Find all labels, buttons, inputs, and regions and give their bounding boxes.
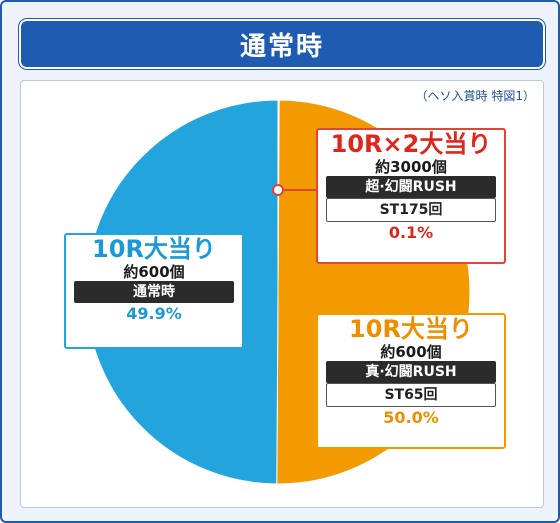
orange-title: 10R大当り (349, 315, 473, 343)
box-orange-slice: 10R大当り 約600個 真·幻闘RUSH ST65回 50.0% (316, 313, 506, 449)
orange-mode: 真·幻闘RUSH (326, 361, 496, 383)
orange-sub: 約600個 (380, 343, 442, 361)
red-title: 10R×2大当り (330, 130, 492, 158)
box-red-slice: 10R×2大当り 約3000個 超·幻闘RUSH ST175回 0.1% (316, 128, 506, 264)
red-st: ST175回 (326, 198, 496, 222)
red-sub: 約3000個 (375, 158, 447, 176)
red-mode: 超·幻闘RUSH (326, 176, 496, 198)
note-text: （ヘソ入賞時 特図1） (415, 89, 535, 103)
orange-st: ST65回 (326, 383, 496, 407)
red-slice-marker (272, 184, 284, 196)
red-pct: 0.1% (388, 223, 434, 242)
blue-sub: 約600個 (123, 263, 185, 281)
box-blue-slice: 10R大当り 約600個 通常時 49.9% (64, 233, 244, 349)
blue-pct: 49.9% (126, 304, 182, 323)
blue-mode: 通常時 (74, 281, 234, 303)
page-title: 通常時 (19, 19, 545, 69)
blue-title: 10R大当り (92, 235, 216, 263)
orange-pct: 50.0% (383, 408, 439, 427)
